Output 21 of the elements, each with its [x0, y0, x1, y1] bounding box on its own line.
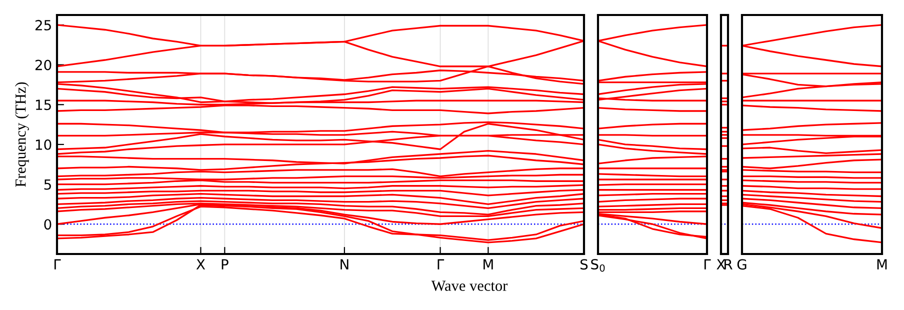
y-tick-label: 5: [44, 179, 51, 190]
x-tick-label: N: [340, 259, 348, 270]
x-tick-label: S: [580, 259, 588, 270]
x-tick-label: R: [724, 259, 732, 270]
x-tick-label: Γ: [704, 259, 711, 270]
y-axis-title: Frequency (THz): [15, 82, 29, 187]
x-tick-label: Γ: [54, 259, 61, 270]
x-tick-label: S$_{0}$: [591, 259, 605, 272]
y-tick-label: 15: [36, 100, 51, 110]
x-tick-label: G: [737, 259, 746, 270]
x-tick-label: X: [716, 259, 726, 270]
x-tick-label: M: [877, 259, 887, 270]
y-tick-label: 10: [36, 139, 52, 150]
y-tick-label: 0: [44, 219, 52, 230]
y-tick-label: 20: [35, 60, 52, 70]
x-tick-label: M: [484, 259, 493, 270]
x-tick-label: P: [222, 259, 228, 270]
x-tick-label: Γ: [438, 259, 444, 270]
y-tick-label: 25: [35, 20, 51, 30]
x-axis-title: Wave vector: [431, 280, 508, 291]
x-tick-label: X: [196, 259, 206, 270]
